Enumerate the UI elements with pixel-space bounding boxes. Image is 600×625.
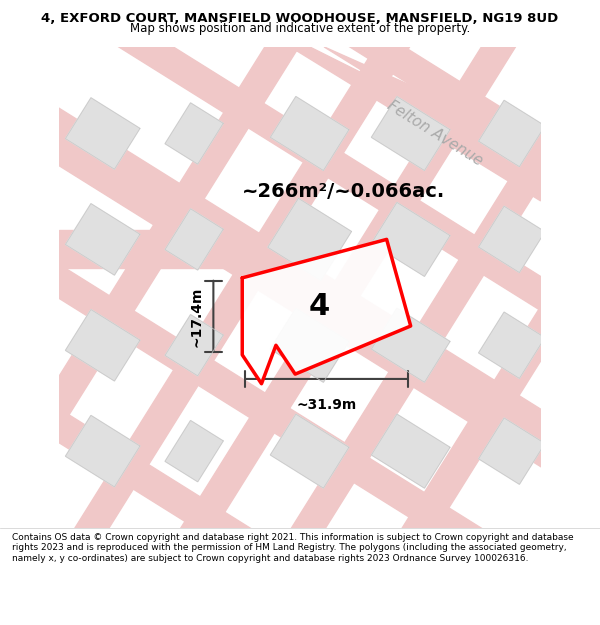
Polygon shape <box>268 198 352 281</box>
Polygon shape <box>271 308 349 382</box>
Polygon shape <box>0 0 600 266</box>
Polygon shape <box>191 0 600 625</box>
Polygon shape <box>165 103 223 164</box>
Polygon shape <box>65 204 140 275</box>
Polygon shape <box>26 112 600 625</box>
Polygon shape <box>0 0 399 625</box>
Polygon shape <box>0 16 600 559</box>
Text: Contains OS data © Crown copyright and database right 2021. This information is : Contains OS data © Crown copyright and d… <box>12 533 574 562</box>
Text: Felton Avenue: Felton Avenue <box>384 98 485 169</box>
Polygon shape <box>371 202 450 276</box>
Polygon shape <box>371 96 450 171</box>
Polygon shape <box>271 96 349 171</box>
Polygon shape <box>479 418 545 484</box>
Polygon shape <box>324 47 541 182</box>
Polygon shape <box>165 209 223 270</box>
Polygon shape <box>302 0 600 625</box>
Text: 4: 4 <box>308 292 330 321</box>
Polygon shape <box>479 101 545 167</box>
Text: ~17.4m: ~17.4m <box>190 286 204 346</box>
Polygon shape <box>242 239 410 384</box>
Polygon shape <box>65 309 140 381</box>
Polygon shape <box>0 0 509 625</box>
Polygon shape <box>371 414 450 488</box>
Polygon shape <box>0 20 600 555</box>
Polygon shape <box>165 421 223 482</box>
Text: 4, EXFORD COURT, MANSFIELD WOODHOUSE, MANSFIELD, NG19 8UD: 4, EXFORD COURT, MANSFIELD WOODHOUSE, MA… <box>41 12 559 25</box>
Polygon shape <box>290 47 541 201</box>
Polygon shape <box>0 0 574 462</box>
Polygon shape <box>271 414 349 488</box>
Text: ~31.9m: ~31.9m <box>296 398 356 412</box>
Polygon shape <box>65 98 140 169</box>
Polygon shape <box>479 206 545 272</box>
Polygon shape <box>0 164 600 625</box>
Polygon shape <box>371 308 450 382</box>
Text: Map shows position and indicative extent of the property.: Map shows position and indicative extent… <box>130 22 470 35</box>
Text: ~266m²/~0.066ac.: ~266m²/~0.066ac. <box>242 182 445 201</box>
Polygon shape <box>0 309 600 625</box>
Polygon shape <box>59 230 228 268</box>
Polygon shape <box>65 416 140 487</box>
Polygon shape <box>479 312 545 378</box>
Polygon shape <box>81 0 600 625</box>
Polygon shape <box>165 314 223 376</box>
Polygon shape <box>0 0 600 411</box>
